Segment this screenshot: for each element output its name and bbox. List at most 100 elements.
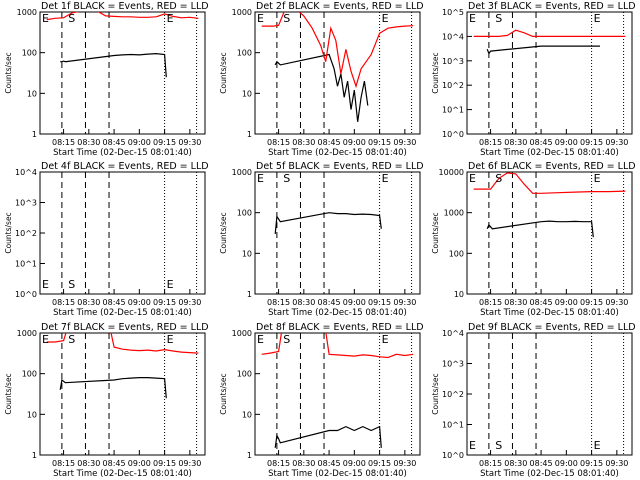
x-tick-label: 09:30 — [393, 298, 416, 307]
y-tick-label: 10 — [27, 410, 37, 419]
chart-title: Det 1f BLACK = Events, RED = LLD — [41, 1, 209, 12]
x-axis-label: Start Time (02-Dec-15 08:01:40) — [268, 148, 407, 158]
marker-label: S — [68, 12, 75, 25]
series-line-lld — [473, 29, 626, 37]
marker-label: E — [257, 333, 264, 346]
x-axis-label: Start Time (02-Dec-15 08:01:40) — [268, 308, 407, 318]
chart-panel: Det 9f BLACK = Events, RED = LLD 10^0 10^1… — [431, 322, 636, 479]
chart-title: Det 9f BLACK = Events, RED = LLD — [468, 322, 636, 333]
x-tick-label: 09:15 — [580, 298, 603, 307]
marker-label: E — [257, 12, 264, 25]
plot-frame — [254, 11, 421, 135]
x-tick-label: 08:15 — [479, 459, 502, 468]
marker-label: S — [495, 172, 502, 185]
y-tick-label: 10^0 — [442, 451, 464, 460]
series-line-lld — [473, 172, 626, 194]
x-tick-label: 09:00 — [128, 298, 151, 307]
marker-label: E — [167, 333, 174, 346]
x-tick-label: 09:15 — [580, 459, 603, 468]
y-tick-label: 1 — [247, 290, 252, 299]
x-tick-label: 09:00 — [555, 459, 578, 468]
marker-label: E — [167, 12, 174, 25]
chart-panel: Det 3f BLACK = Events, RED = LLD 10^0 10^1… — [431, 1, 636, 158]
chart-panel: Det 4f BLACK = Events, RED = LLD 10^0 10^1… — [4, 161, 209, 318]
series-line-events — [274, 53, 369, 122]
y-tick-label: 10000 — [439, 168, 464, 177]
x-tick-label: 08:15 — [52, 459, 75, 468]
y-tick-label: 10 — [242, 249, 252, 258]
y-tick-label: 10^5 — [442, 8, 464, 17]
marker-label: E — [469, 172, 476, 185]
y-tick-label: 10^2 — [442, 390, 464, 399]
marker-label: S — [68, 333, 75, 346]
x-tick-label: 09:30 — [605, 298, 628, 307]
x-tick-label: 08:45 — [103, 459, 126, 468]
x-tick-label: 08:15 — [267, 298, 290, 307]
y-tick-label: 1000 — [444, 209, 464, 218]
marker-label: E — [594, 12, 601, 25]
y-axis-label: Counts/sec — [219, 373, 228, 414]
x-tick-label: 09:30 — [393, 459, 416, 468]
y-tick-label: 1 — [32, 451, 37, 460]
marker-label: E — [257, 172, 264, 185]
marker-label: S — [495, 439, 502, 452]
y-axis-label: Counts/sec — [431, 373, 440, 414]
y-axis-label: Counts/sec — [431, 52, 440, 93]
plot-frame — [466, 11, 633, 135]
x-tick-label: 09:00 — [343, 298, 366, 307]
x-tick-label: 08:15 — [52, 138, 75, 147]
x-tick-label: 09:15 — [368, 298, 391, 307]
x-tick-label: 08:45 — [530, 459, 553, 468]
x-tick-label: 09:15 — [153, 138, 176, 147]
y-axis-label: Counts/sec — [431, 212, 440, 253]
y-tick-label: 1000 — [232, 329, 252, 338]
x-tick-label: 08:45 — [318, 138, 341, 147]
x-tick-label: 09:15 — [153, 459, 176, 468]
x-tick-label: 08:45 — [103, 138, 126, 147]
x-tick-label: 08:15 — [479, 138, 502, 147]
x-tick-label: 09:00 — [343, 138, 366, 147]
marker-label: E — [167, 278, 174, 291]
x-tick-label: 08:45 — [530, 138, 553, 147]
chart-title: Det 6f BLACK = Events, RED = LLD — [468, 161, 636, 172]
chart-title: Det 4f BLACK = Events, RED = LLD — [41, 161, 209, 172]
x-tick-label: 08:30 — [77, 298, 100, 307]
x-tick-label: 08:30 — [292, 298, 315, 307]
marker-label: E — [469, 439, 476, 452]
x-tick-label: 08:30 — [77, 459, 100, 468]
marker-label: E — [42, 12, 49, 25]
y-tick-label: 100 — [449, 249, 464, 258]
y-tick-label: 1 — [247, 451, 252, 460]
y-tick-label: 100 — [22, 49, 37, 58]
x-axis-label: Start Time (02-Dec-15 08:01:40) — [480, 308, 619, 318]
chart-panel: Det 2f BLACK = Events, RED = LLD 1 10 100 10… — [219, 1, 424, 158]
y-axis-label: Counts/sec — [219, 52, 228, 93]
y-axis-label: Counts/sec — [219, 212, 228, 253]
y-tick-label: 10^1 — [442, 421, 464, 430]
y-tick-label: 10^4 — [442, 329, 464, 338]
x-tick-label: 08:15 — [479, 298, 502, 307]
chart-title: Det 2f BLACK = Events, RED = LLD — [256, 1, 424, 12]
chart-panel: Det 7f BLACK = Events, RED = LLD 1 10 100 10… — [4, 322, 209, 479]
x-tick-label: 08:45 — [318, 459, 341, 468]
y-axis-label: Counts/sec — [4, 373, 13, 414]
y-axis-label: Counts/sec — [4, 52, 13, 93]
y-tick-label: 100 — [237, 209, 252, 218]
plot-frame — [39, 171, 206, 295]
marker-label: E — [42, 333, 49, 346]
x-tick-label: 09:30 — [393, 138, 416, 147]
x-tick-label: 08:15 — [267, 459, 290, 468]
y-tick-label: 10 — [242, 410, 252, 419]
x-tick-label: 08:30 — [504, 459, 527, 468]
plot-frame — [254, 332, 421, 456]
chart-panel: Det 8f BLACK = Events, RED = LLD 1 10 100 10… — [219, 322, 424, 479]
x-tick-label: 08:30 — [292, 138, 315, 147]
y-tick-label: 1000 — [17, 8, 37, 17]
y-axis-label: Counts/sec — [4, 212, 13, 253]
x-tick-label: 09:15 — [368, 459, 391, 468]
y-tick-label: 10^4 — [15, 168, 37, 177]
marker-label: E — [382, 333, 389, 346]
series-line-lld — [46, 12, 199, 21]
x-tick-label: 09:30 — [178, 138, 201, 147]
marker-label: E — [42, 278, 49, 291]
